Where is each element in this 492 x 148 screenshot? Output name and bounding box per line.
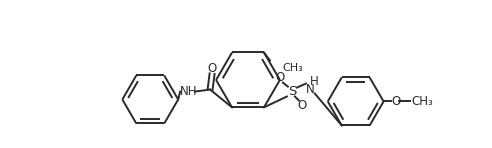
Text: NH: NH bbox=[180, 85, 197, 98]
Text: O: O bbox=[392, 95, 401, 108]
Text: S: S bbox=[288, 85, 296, 98]
Text: N: N bbox=[306, 83, 314, 96]
Text: O: O bbox=[208, 62, 216, 75]
Text: H: H bbox=[309, 75, 318, 88]
Text: CH₃: CH₃ bbox=[411, 95, 433, 108]
Text: O: O bbox=[297, 99, 307, 112]
Text: CH₃: CH₃ bbox=[282, 63, 303, 73]
Text: O: O bbox=[276, 71, 284, 84]
